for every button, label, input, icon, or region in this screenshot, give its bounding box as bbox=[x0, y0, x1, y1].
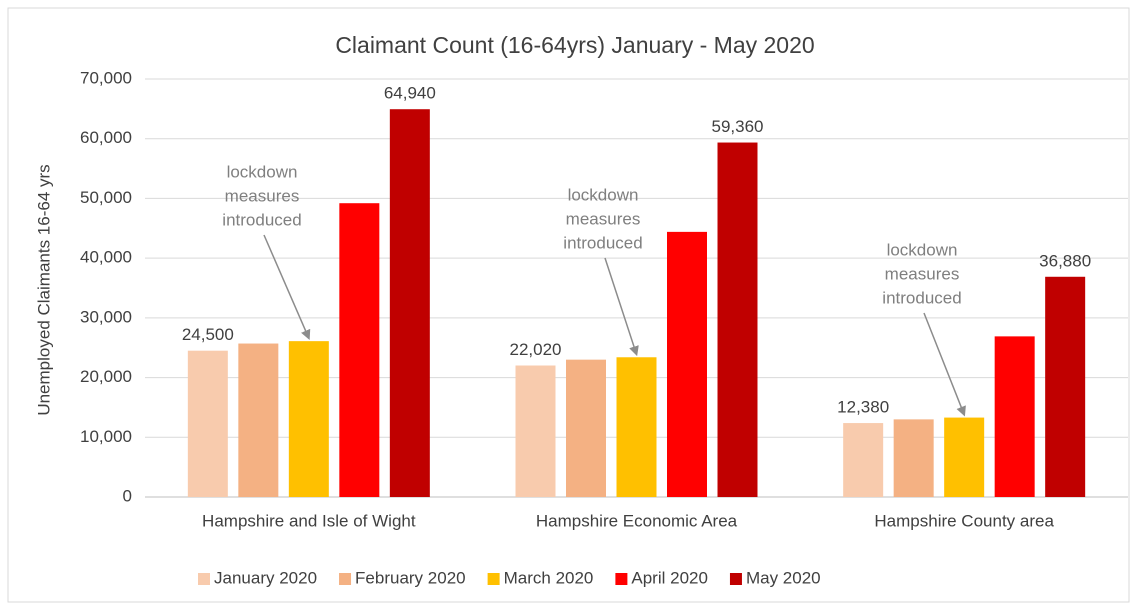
legend-label: January 2020 bbox=[214, 568, 317, 587]
y-tick-label: 0 bbox=[123, 486, 132, 505]
bar bbox=[566, 359, 606, 497]
annotation: measures bbox=[225, 186, 300, 205]
y-tick-label: 10,000 bbox=[80, 427, 132, 446]
bar bbox=[339, 203, 380, 497]
chart-border bbox=[7, 7, 1130, 603]
bar bbox=[944, 417, 985, 497]
bar bbox=[288, 341, 329, 497]
y-axis-label: Unemployed Claimants 16-64 yrs bbox=[34, 164, 53, 415]
bar bbox=[994, 336, 1035, 497]
annotation: lockdown bbox=[887, 240, 958, 259]
annotation-arrow bbox=[604, 257, 639, 357]
legend-swatch bbox=[615, 573, 628, 585]
bar bbox=[616, 357, 657, 497]
bar bbox=[238, 343, 279, 497]
data-label: 22,020 bbox=[510, 340, 562, 359]
legend-swatch bbox=[729, 573, 742, 585]
data-label: 64,940 bbox=[384, 84, 436, 103]
annotation: measures bbox=[885, 264, 960, 283]
bar bbox=[1045, 276, 1086, 497]
annotation: introduced bbox=[563, 233, 642, 252]
chart-title: Claimant Count (16-64yrs) January - May … bbox=[335, 32, 814, 58]
annotation-arrow bbox=[923, 312, 966, 417]
y-tick-label: 70,000 bbox=[80, 68, 132, 87]
bar bbox=[187, 350, 228, 497]
legend-label: May 2020 bbox=[746, 568, 821, 587]
data-label: 59,360 bbox=[712, 117, 764, 136]
bar bbox=[389, 109, 430, 498]
legend-label: April 2020 bbox=[631, 568, 708, 587]
y-tick-label: 20,000 bbox=[80, 367, 132, 386]
x-tick-label: Hampshire Economic Area bbox=[536, 511, 738, 530]
bar bbox=[717, 142, 758, 497]
annotation: introduced bbox=[882, 288, 961, 307]
data-label: 12,380 bbox=[837, 398, 889, 417]
legend-swatch bbox=[339, 573, 352, 585]
legend-label: February 2020 bbox=[355, 568, 466, 587]
legend-label: March 2020 bbox=[504, 568, 594, 587]
annotation: lockdown bbox=[568, 185, 639, 204]
data-label: 36,880 bbox=[1039, 251, 1091, 270]
bar bbox=[893, 419, 934, 497]
bar bbox=[515, 365, 556, 497]
bar bbox=[843, 423, 884, 497]
data-label: 24,500 bbox=[182, 325, 234, 344]
legend-swatch bbox=[198, 573, 210, 585]
annotation: lockdown bbox=[227, 162, 298, 181]
legend-swatch bbox=[487, 573, 500, 585]
y-tick-label: 40,000 bbox=[80, 248, 132, 267]
y-tick-label: 50,000 bbox=[80, 188, 132, 207]
x-tick-label: Hampshire and Isle of Wight bbox=[202, 511, 416, 530]
y-tick-label: 30,000 bbox=[80, 307, 132, 326]
bar bbox=[667, 231, 707, 497]
x-tick-label: Hampshire County area bbox=[874, 511, 1054, 530]
annotation: introduced bbox=[222, 210, 301, 229]
annotation: measures bbox=[566, 209, 641, 228]
y-tick-label: 60,000 bbox=[80, 128, 132, 147]
annotation-arrow bbox=[263, 234, 311, 340]
